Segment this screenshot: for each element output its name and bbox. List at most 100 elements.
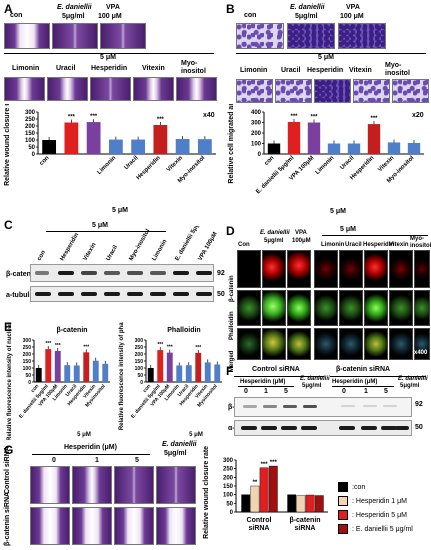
y-tick-label: 50	[226, 501, 233, 507]
x-tick-label: Vitexin	[166, 155, 184, 173]
legend-item-hesp1: : Hesperidin 1 μM	[338, 494, 430, 508]
five-um-footer-a: 5 μM	[112, 207, 128, 214]
wound-g-bcat-ed	[156, 507, 196, 545]
x-tick-label: Vitexin	[377, 155, 395, 173]
fluor-edaniellii-phal	[262, 290, 286, 326]
panel-label-d: D	[226, 224, 235, 238]
five-um-label-d: 5 μM	[340, 226, 356, 233]
bar	[64, 122, 79, 154]
x-tick-label: Hesperidin	[136, 155, 162, 181]
blot-tubulin-f	[234, 420, 412, 436]
y-tick-label: 0	[258, 152, 262, 158]
y-tick-label: 50	[137, 373, 143, 379]
group-label: β-catenin	[289, 517, 320, 524]
bar	[195, 352, 202, 382]
wound-g-bcat-1	[72, 507, 112, 545]
divider-f-2	[330, 376, 426, 377]
bar	[327, 143, 341, 154]
wound-image-vitexin	[133, 77, 174, 101]
hesperidin-label-f1: Hesperidin (μM)	[240, 379, 286, 385]
significance-mark: ***	[261, 462, 269, 468]
bar	[131, 139, 146, 154]
bar	[92, 360, 99, 382]
magnification-a: x40	[203, 112, 215, 119]
panel-label-a: A	[4, 2, 13, 16]
group-control-sirna-f: Control siRNA	[252, 366, 300, 373]
col-inositol-d: inositol	[410, 243, 431, 249]
fluor-uracil-bcat	[339, 250, 363, 288]
lane-label: Vitexin	[83, 242, 98, 262]
legend-label-con: :con	[352, 483, 366, 491]
y-tick-label: 0	[32, 152, 36, 158]
y-tick-label: 300	[135, 338, 144, 344]
bar	[287, 121, 301, 154]
group-label-line2: siRNA	[248, 525, 269, 532]
blot-tubulin-c	[30, 286, 214, 302]
y-tick-label: 0	[140, 380, 143, 386]
mw-92-c: 92	[217, 270, 225, 277]
fluor-hesperidin-phal	[364, 290, 388, 326]
fluor-myoinositol-merged	[414, 328, 430, 360]
five-um-label-e: 5 μM	[77, 432, 91, 438]
bar	[108, 139, 123, 154]
compound-inositol-b: inositol	[385, 70, 410, 77]
bar	[157, 350, 164, 382]
col-vitexin-d: Vitexin	[389, 242, 409, 248]
row-label-beta-catenin-c: β-catenin	[6, 271, 38, 278]
compound-myo-b: Myo-	[385, 62, 402, 69]
y-tick-label: 300	[251, 121, 262, 127]
dose-f-0a: 0	[244, 388, 248, 395]
divider-g	[32, 454, 150, 455]
x-tick-label: con	[142, 383, 152, 394]
edaniellii-label-g: E. daniellii	[162, 441, 197, 448]
y-tick-label: 300	[25, 110, 36, 116]
row-control-sirna-g: Control siRNA	[4, 446, 11, 494]
edaniellii-label: E. daniellii	[57, 4, 92, 11]
group-bcat-sirna-f: β-catenin siRNA	[336, 366, 391, 373]
dose-f-5a: 5	[284, 388, 288, 395]
bar	[64, 365, 71, 382]
bar	[86, 122, 101, 154]
legend-label-hesp1: : Hesperidin 1 μM	[352, 497, 407, 505]
panel-label-f: F	[226, 364, 234, 378]
y-tick-label: 200	[223, 475, 234, 481]
x-tick-label: con	[30, 383, 40, 394]
significance-mark: **	[253, 480, 258, 486]
significance-mark: ***	[310, 115, 318, 121]
legend-label-ed: : E. daniellii 5 μg/ml	[352, 525, 413, 533]
magnification-b: x20	[412, 112, 424, 119]
group-label: Control	[247, 517, 272, 524]
row-bcat-sirna-g: β-catenin siRNA	[4, 491, 11, 546]
bar	[185, 365, 192, 382]
fluor-myoinositol-bcat	[414, 250, 430, 288]
fluor-vitexin-phal	[389, 290, 413, 326]
dose-f-5b: 5	[384, 388, 388, 395]
migration-image-edaniellii	[287, 23, 335, 49]
bar	[35, 368, 42, 382]
legend-swatch-hesp1	[338, 496, 348, 506]
wound-g-bcat-0	[30, 507, 70, 545]
col-con-d: Con	[238, 242, 250, 248]
lane-labels-c: con Hesperidin Vitexin Uracil Myo-inositol Li…	[37, 226, 219, 262]
fluor-vitexin-merged	[389, 328, 413, 360]
divider-b	[236, 53, 426, 54]
y-tick-label: 200	[23, 352, 32, 358]
x-tick-label: Limonin	[97, 155, 118, 176]
legend-item-con: :con	[338, 480, 430, 494]
x-tick-label: con	[264, 155, 276, 167]
compound-vitexin: Vitexin	[142, 65, 165, 72]
y-tick-label: 100	[23, 366, 32, 372]
bar	[54, 350, 61, 382]
y-axis-label: Relative fluorescence intensity of phall…	[119, 322, 125, 430]
dose-f-1a: 1	[264, 388, 268, 395]
panel-label-g: G	[4, 443, 14, 457]
hesperidin-label-f2: Hesperidin (μM)	[332, 379, 378, 385]
wound-image-vpa	[100, 23, 146, 49]
y-tick-label: 0	[28, 380, 31, 386]
y-tick-label: 300	[223, 458, 234, 464]
fluor-con-merged	[237, 328, 261, 360]
fluor-edaniellii-merged	[262, 328, 286, 360]
y-tick-label: 200	[25, 124, 36, 130]
chart-b: 0 100 200 300 400 con *** E. daniellii 5μg/ml **…	[228, 104, 424, 195]
